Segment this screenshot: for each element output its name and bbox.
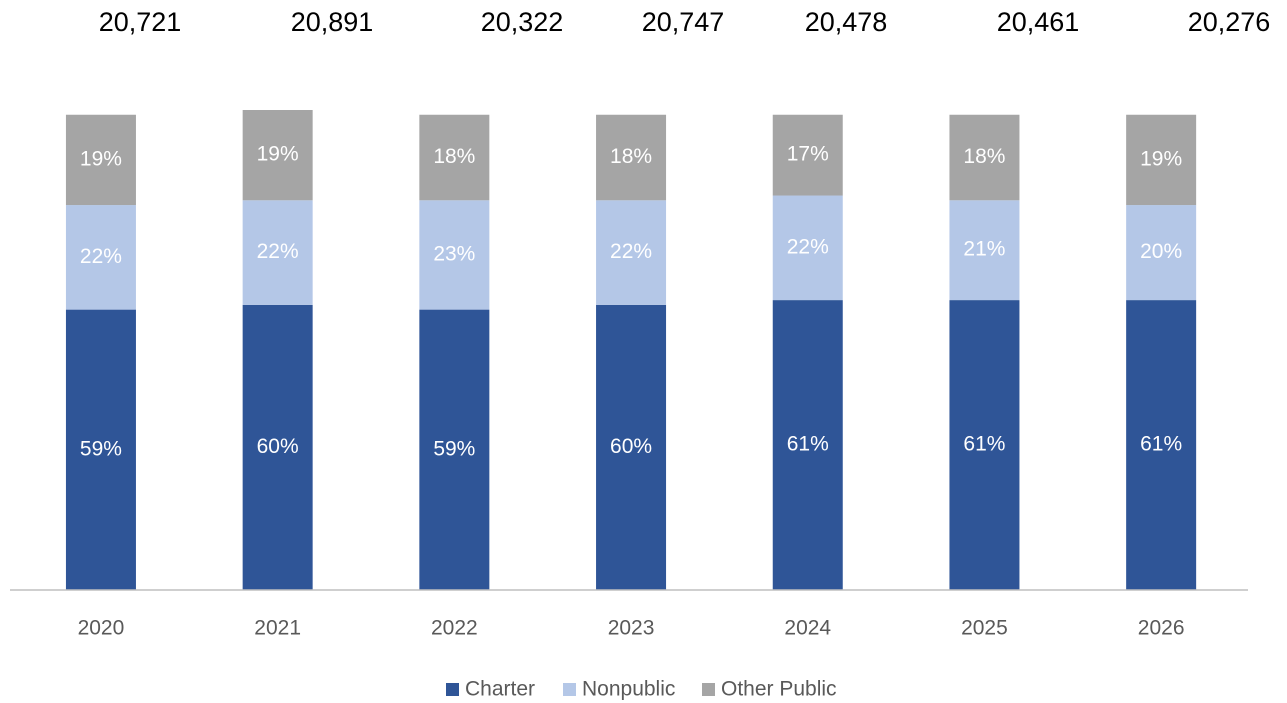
legend-label: Nonpublic — [582, 678, 675, 701]
data-label: 22% — [787, 235, 829, 258]
x-tick-label: 2026 — [1138, 617, 1185, 640]
bar-segment — [65, 309, 136, 590]
total-label: 20,891 — [291, 7, 374, 37]
total-label: 20,461 — [997, 7, 1080, 37]
bar-segment — [596, 304, 667, 590]
bar-segment — [419, 200, 490, 310]
bar-segment — [772, 300, 843, 590]
bar-segment — [242, 304, 313, 590]
x-tick-label: 2023 — [608, 617, 655, 640]
total-label: 20,478 — [805, 7, 888, 37]
bar-segment — [65, 114, 136, 206]
bar-segment — [1126, 300, 1197, 590]
data-label: 21% — [963, 238, 1005, 261]
bar-segment — [1126, 205, 1197, 301]
bar-segment — [419, 309, 490, 590]
bar-segment — [596, 114, 667, 201]
data-label: 18% — [610, 145, 652, 168]
x-tick-label: 2025 — [961, 617, 1008, 640]
data-label: 19% — [1140, 147, 1182, 170]
data-label: 61% — [787, 433, 829, 456]
x-tick-label: 2022 — [431, 617, 478, 640]
data-label: 22% — [257, 240, 299, 263]
data-label: 18% — [963, 145, 1005, 168]
bar-segment — [65, 205, 136, 310]
data-label: 61% — [963, 433, 1005, 456]
data-label: 17% — [787, 143, 829, 166]
bar-segment — [772, 114, 843, 196]
data-label: 23% — [433, 242, 475, 265]
legend-label: Charter — [465, 678, 535, 701]
bar-segment — [242, 110, 313, 201]
total-label: 20,322 — [481, 7, 564, 37]
bar-segment — [949, 200, 1020, 301]
bar-segment — [949, 300, 1020, 590]
total-label: 20,721 — [99, 7, 182, 37]
x-tick-label: 2024 — [784, 617, 831, 640]
bar-segment — [1126, 114, 1197, 206]
x-tick-label: 2021 — [254, 617, 301, 640]
data-label: 19% — [80, 147, 122, 170]
total-label: 20,276 — [1188, 7, 1271, 37]
legend-swatch — [702, 683, 715, 696]
data-label: 61% — [1140, 433, 1182, 456]
data-label: 19% — [257, 143, 299, 166]
bar-segment — [419, 114, 490, 201]
bar-segment — [242, 200, 313, 305]
bar-segment — [772, 195, 843, 301]
legend-swatch — [563, 683, 576, 696]
data-label: 22% — [80, 245, 122, 268]
data-label: 18% — [433, 145, 475, 168]
data-label: 22% — [610, 240, 652, 263]
data-label: 60% — [257, 435, 299, 458]
legend-swatch — [446, 683, 459, 696]
total-label: 20,747 — [642, 7, 725, 37]
x-tick-label: 2020 — [78, 617, 125, 640]
legend-label: Other Public — [721, 678, 837, 701]
data-label: 59% — [80, 437, 122, 460]
bar-segment — [949, 114, 1020, 201]
data-label: 60% — [610, 435, 652, 458]
bar-segment — [596, 200, 667, 305]
data-label: 20% — [1140, 240, 1182, 263]
data-label: 59% — [433, 437, 475, 460]
